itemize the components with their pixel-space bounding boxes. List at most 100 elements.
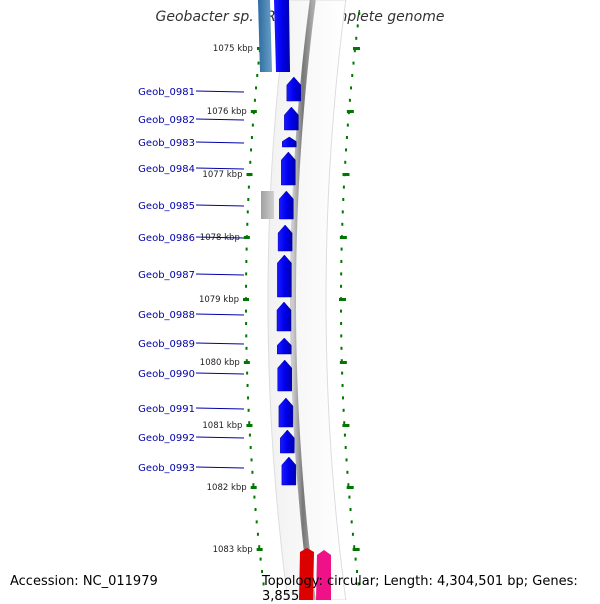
scale-dot [251,470,254,474]
scale-tick [352,47,360,50]
gene-arrow [279,190,294,220]
scale-dot [341,222,344,226]
scale-dot [245,247,248,251]
scale-dot [249,160,252,164]
scale-tick-label: 1076 kbp [207,107,247,117]
scale-dot [256,532,259,536]
gene-label-leader [195,236,245,239]
accession-text: Accession: NC_011979 [10,574,158,589]
scale-dot [245,359,248,363]
gene-label: Geob_0981 [138,87,195,98]
scale-tick [250,486,257,489]
track-band [267,0,347,600]
scale-tick [243,361,250,364]
gene-label: Geob_0990 [138,369,195,380]
scale-dot [340,260,343,263]
scale-dot [350,86,353,90]
scale-dot [345,458,348,462]
gene-label-leader [195,204,245,207]
scale-dot [340,247,343,251]
gene-arrow [281,456,297,486]
gene-noncoding [261,191,274,219]
scale-dot [245,334,248,338]
scale-dot [256,74,259,77]
scale-dot [354,557,357,561]
scale-dot [342,408,345,412]
scale-dot [351,532,354,536]
gene-top-forward [274,0,290,72]
gene-arrow [280,429,295,454]
scale-tick-label: 1080 kbp [200,358,240,368]
scale-tick [339,361,347,364]
gene-arrow [277,359,292,392]
gene-label: Geob_0993 [138,463,195,474]
scale-dot [356,570,359,573]
scale-dot [245,260,248,263]
scale-dot [246,384,249,387]
scale-tick [352,548,360,551]
gene-arrow [277,254,292,298]
scale-tick-label: 1078 kbp [200,233,240,243]
scale-dot [254,508,257,511]
genome-backbone [289,0,316,600]
scale-tick [246,424,253,427]
scale-dot [258,545,261,549]
scale-dot [250,148,253,152]
scale-dot [348,495,351,499]
scale-dot [340,322,343,325]
scale-dot [250,136,253,139]
gene-label-leader [195,273,245,276]
scale-dot [344,160,347,164]
gene-label-leader [195,372,245,375]
scale-tick [243,298,250,301]
scale-dot [259,557,262,561]
scale-tick [256,548,263,551]
gene-label: Geob_0987 [138,270,195,281]
scale-dot [344,446,347,449]
scale-dot [253,98,256,102]
scale-dot [353,49,356,53]
gene-label-leader [195,141,245,144]
gene-red [299,548,314,600]
gene-label: Geob_0986 [138,233,195,244]
scale-dot [248,433,251,437]
gene-label: Geob_0982 [138,115,195,126]
scale-dot [252,483,255,487]
scale-dot [250,458,253,462]
scale-dot [257,61,260,65]
gene-arrow [281,151,296,186]
scale-dot [347,483,350,487]
scale-tick-label: 1079 kbp [199,295,239,305]
scale-tick-label: 1082 kbp [207,483,247,493]
scale-dot [356,24,359,28]
scale-dot [343,421,346,425]
scale-dot [247,185,250,189]
scale-dot [353,545,356,549]
gene-arrow [276,301,292,332]
gene-arrow [284,106,299,131]
gene-label-leader [195,407,245,410]
scale-dot [255,86,258,90]
gene-neighbor-top [258,0,272,72]
scale-tick-label: 1081 kbp [202,421,242,431]
gene-label: Geob_0992 [138,433,195,444]
scale-dot [247,408,250,412]
gene-label-leader [195,167,245,170]
scale-dot [350,520,353,524]
scale-dot [245,346,248,350]
scale-dot [340,334,343,338]
scale-dot [245,322,248,325]
scale-dot [351,74,354,77]
gene-pink [316,550,331,600]
gene-label: Geob_0989 [138,339,195,350]
scale-tick-label: 1083 kbp [213,545,253,555]
scale-dot [341,371,344,375]
scale-dot [346,470,349,474]
scale-dot [357,582,360,586]
scale-dot [342,396,345,400]
scale-dot [248,421,251,425]
scale-dot [341,384,344,387]
scale-dot [343,433,346,437]
